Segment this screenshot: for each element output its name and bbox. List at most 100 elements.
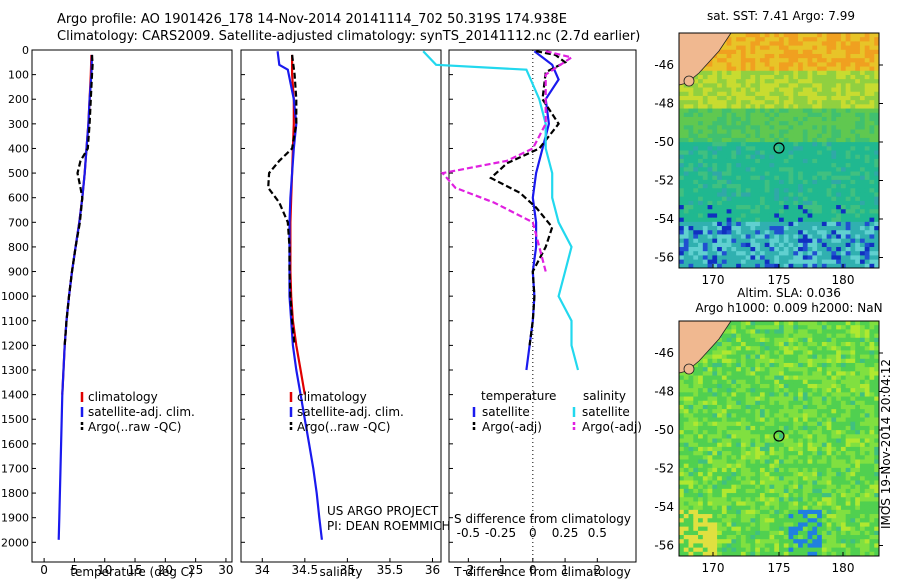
map-cell xyxy=(731,451,737,456)
map-cell xyxy=(717,87,723,93)
map-cell xyxy=(779,184,785,189)
map-cell xyxy=(717,66,723,72)
y-tick-label: 1100 xyxy=(1,315,29,328)
map-cell xyxy=(779,446,785,452)
map-cell xyxy=(845,493,851,498)
map-cell xyxy=(826,346,832,351)
plot-frame xyxy=(240,49,442,563)
map-cell xyxy=(679,83,685,88)
map-cell xyxy=(836,255,842,261)
map-cell xyxy=(679,154,685,160)
map-cell xyxy=(859,341,866,347)
map-cell xyxy=(783,543,789,549)
map-cell xyxy=(793,325,799,330)
map-cell xyxy=(779,367,785,372)
map-cell xyxy=(759,509,766,515)
map-cell xyxy=(702,95,708,101)
map-cell xyxy=(688,238,694,244)
map-cell xyxy=(831,350,837,355)
map-cell xyxy=(850,234,856,240)
map-cell xyxy=(750,70,756,76)
map-cell xyxy=(802,121,808,126)
map-cell xyxy=(783,321,789,326)
map-cell xyxy=(726,488,732,494)
map-cell xyxy=(831,58,837,63)
map-cell xyxy=(798,142,804,147)
map-cell xyxy=(717,242,723,248)
map-cell xyxy=(764,488,770,494)
map-cell xyxy=(874,425,880,431)
map-cell xyxy=(869,421,875,427)
map-cell xyxy=(693,263,699,269)
map-cell xyxy=(731,238,737,244)
map-cell xyxy=(845,341,851,347)
map-cell xyxy=(869,91,875,97)
map-cell xyxy=(731,321,737,326)
map-cell xyxy=(764,133,770,139)
map-cell xyxy=(759,108,766,114)
map-cell xyxy=(745,484,751,490)
map-cell xyxy=(869,100,875,105)
map-cell xyxy=(845,321,851,326)
map-cell xyxy=(740,333,747,339)
x-axis-label: T difference from climatology xyxy=(453,565,631,579)
map-cell xyxy=(712,518,718,523)
map-cell xyxy=(693,371,699,376)
map-cell xyxy=(826,522,832,528)
map-cell xyxy=(831,400,837,406)
map-cell xyxy=(717,171,723,177)
map-cell xyxy=(750,362,756,368)
map-cell xyxy=(826,259,832,265)
map-cell xyxy=(712,413,718,418)
map-cell xyxy=(769,413,775,418)
map-cell xyxy=(807,362,813,368)
map-cell xyxy=(721,104,728,109)
map-cell xyxy=(836,514,842,519)
map-cell xyxy=(855,158,861,164)
map-cell xyxy=(731,95,737,101)
map-cell xyxy=(693,451,699,456)
map-cell xyxy=(798,184,804,189)
map-cell xyxy=(850,476,856,481)
map-cell xyxy=(688,480,694,486)
map-cell xyxy=(798,434,804,439)
map-cell xyxy=(845,413,851,418)
map-cell xyxy=(802,33,808,38)
map-cell xyxy=(693,91,699,97)
map-cell xyxy=(726,535,732,540)
map-cell xyxy=(693,530,699,536)
map-cell xyxy=(769,421,775,427)
map-cell xyxy=(840,171,847,177)
map-cell xyxy=(788,480,794,486)
map-cell xyxy=(802,100,808,105)
map-cell xyxy=(721,367,728,372)
map-cell xyxy=(740,213,747,219)
map-cell xyxy=(698,87,704,93)
map-cell xyxy=(817,196,823,202)
map-cell xyxy=(698,70,704,76)
map-cell xyxy=(874,388,880,393)
map-cell xyxy=(736,87,742,93)
map-cell xyxy=(740,108,747,114)
map-cell xyxy=(850,158,856,164)
map-cell xyxy=(740,49,747,55)
map-cell xyxy=(679,459,685,465)
map-cell xyxy=(783,551,789,557)
map-cell xyxy=(831,367,837,372)
map-cell xyxy=(679,438,685,444)
map-cell xyxy=(726,472,732,477)
map-cell xyxy=(864,480,870,486)
map-cell xyxy=(769,175,775,181)
map-cell xyxy=(850,333,856,339)
map-cell xyxy=(688,251,694,256)
map-cell xyxy=(779,104,785,109)
map-cell xyxy=(721,230,728,235)
map-cell xyxy=(788,371,794,376)
map-cell xyxy=(721,247,728,252)
map-cell xyxy=(731,543,737,549)
map-cell xyxy=(817,255,823,261)
map-cell xyxy=(855,263,861,269)
map-cell xyxy=(759,163,766,168)
map-cell xyxy=(693,226,699,231)
map-cell xyxy=(745,154,751,160)
